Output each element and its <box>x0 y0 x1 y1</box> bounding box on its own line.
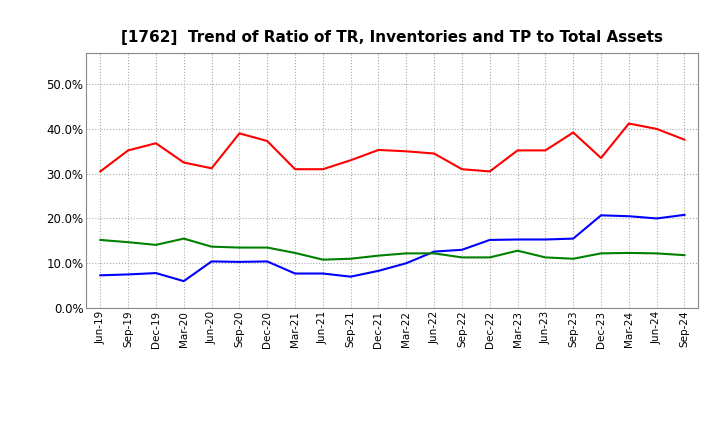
Inventories <box>597 213 606 218</box>
Inventories <box>402 260 410 266</box>
Trade Payables <box>152 242 161 248</box>
Trade Receivables <box>291 167 300 172</box>
Inventories <box>374 268 383 274</box>
Inventories <box>346 274 355 279</box>
Inventories <box>235 259 243 264</box>
Trade Receivables <box>263 138 271 143</box>
Trade Receivables <box>402 149 410 154</box>
Trade Receivables <box>430 151 438 156</box>
Inventories <box>541 237 550 242</box>
Inventories <box>624 213 633 219</box>
Trade Payables <box>569 256 577 261</box>
Inventories <box>291 271 300 276</box>
Trade Receivables <box>597 155 606 161</box>
Inventories <box>458 247 467 253</box>
Trade Payables <box>624 250 633 256</box>
Inventories <box>124 272 132 277</box>
Trade Payables <box>402 251 410 256</box>
Trade Receivables <box>318 167 327 172</box>
Trade Receivables <box>207 166 216 171</box>
Inventories <box>318 271 327 276</box>
Line: Inventories: Inventories <box>100 215 685 281</box>
Trade Receivables <box>374 147 383 153</box>
Inventories <box>569 236 577 241</box>
Trade Payables <box>346 256 355 261</box>
Inventories <box>513 237 522 242</box>
Trade Payables <box>207 244 216 249</box>
Trade Receivables <box>152 141 161 146</box>
Trade Receivables <box>513 148 522 153</box>
Trade Payables <box>680 253 689 258</box>
Trade Receivables <box>346 158 355 163</box>
Trade Receivables <box>569 130 577 135</box>
Inventories <box>152 271 161 276</box>
Trade Receivables <box>541 148 550 153</box>
Trade Receivables <box>458 167 467 172</box>
Inventories <box>96 273 104 278</box>
Trade Receivables <box>624 121 633 126</box>
Line: Trade Payables: Trade Payables <box>100 238 685 260</box>
Trade Payables <box>513 248 522 253</box>
Trade Payables <box>485 255 494 260</box>
Inventories <box>680 212 689 217</box>
Trade Payables <box>430 251 438 256</box>
Trade Payables <box>458 255 467 260</box>
Inventories <box>652 216 661 221</box>
Inventories <box>485 237 494 242</box>
Trade Receivables <box>179 160 188 165</box>
Trade Payables <box>235 245 243 250</box>
Trade Payables <box>374 253 383 258</box>
Trade Receivables <box>680 137 689 142</box>
Inventories <box>263 259 271 264</box>
Trade Payables <box>124 239 132 245</box>
Trade Payables <box>291 250 300 256</box>
Trade Receivables <box>96 169 104 174</box>
Inventories <box>179 279 188 284</box>
Trade Payables <box>179 236 188 241</box>
Inventories <box>207 259 216 264</box>
Trade Receivables <box>652 126 661 132</box>
Trade Payables <box>597 251 606 256</box>
Trade Payables <box>652 251 661 256</box>
Trade Payables <box>318 257 327 262</box>
Trade Payables <box>263 245 271 250</box>
Trade Receivables <box>235 131 243 136</box>
Line: Trade Receivables: Trade Receivables <box>100 124 685 172</box>
Trade Payables <box>541 255 550 260</box>
Trade Payables <box>96 237 104 242</box>
Inventories <box>430 249 438 254</box>
Title: [1762]  Trend of Ratio of TR, Inventories and TP to Total Assets: [1762] Trend of Ratio of TR, Inventories… <box>122 29 663 45</box>
Trade Receivables <box>124 148 132 153</box>
Trade Receivables <box>485 169 494 174</box>
